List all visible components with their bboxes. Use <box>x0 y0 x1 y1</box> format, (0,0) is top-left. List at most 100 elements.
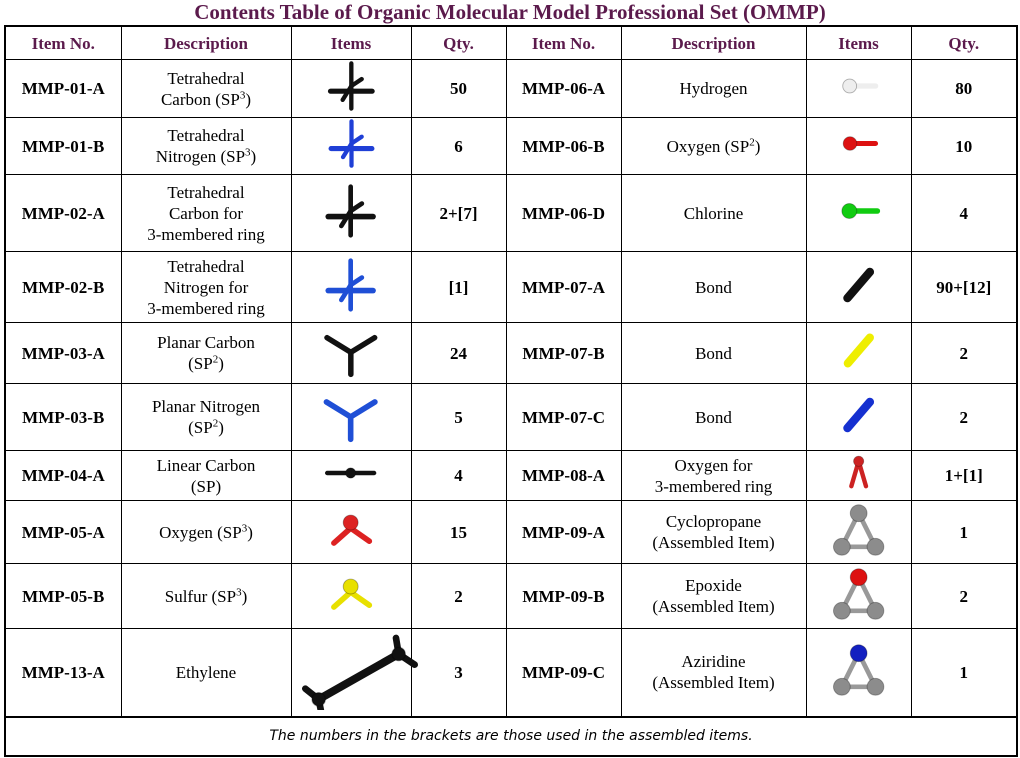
description: Tetrahedral Carbon for 3-membered ring <box>120 174 292 252</box>
icon-part <box>866 677 885 696</box>
item-image <box>805 59 912 118</box>
icon-part <box>314 649 403 704</box>
item-image <box>805 450 912 501</box>
description: Ethylene <box>120 628 292 717</box>
column-header: Qty. <box>910 25 1018 60</box>
description-text: ) <box>241 586 248 606</box>
model-icon <box>841 202 880 219</box>
table-row: MMP-05-A Oxygen (SP3) 15 MMP-09-A Cyclopropa… <box>4 500 1018 564</box>
description-line: Nitrogen for <box>163 277 249 297</box>
column-header: Items <box>805 25 912 60</box>
description-line: Carbon for <box>168 203 244 223</box>
description-text: (SP <box>188 418 213 437</box>
icon-part <box>843 333 874 368</box>
superscript: 3 <box>239 88 246 101</box>
description-line: (SP) <box>190 476 222 496</box>
description: Bond <box>620 383 807 451</box>
description-text: Sulfur (SP <box>164 586 237 606</box>
item-number: MMP-13-A <box>4 628 122 717</box>
item-number: MMP-07-B <box>505 322 622 384</box>
quantity: 2 <box>910 322 1018 384</box>
description-line: 3-membered ring <box>147 224 265 244</box>
icon-part <box>390 646 406 662</box>
icon-part <box>339 282 354 302</box>
footnote: The numbers in the brackets are those us… <box>4 715 1018 756</box>
item-number: MMP-03-A <box>4 322 122 384</box>
description: Tetrahedral Nitrogen (SP3) <box>120 117 292 175</box>
description: Chlorine <box>620 174 807 252</box>
description-text: ) <box>245 89 252 109</box>
description-text: ) <box>247 522 253 542</box>
description-line: Tetrahedral <box>167 126 245 145</box>
icon-part <box>849 644 868 662</box>
model-icon <box>848 455 869 489</box>
item-image <box>290 383 412 451</box>
table-row: MMP-05-B Sulfur (SP3) 2 MMP-09-B Epoxide (Ass… <box>4 563 1018 629</box>
quantity: 50 <box>410 59 507 118</box>
description: Aziridine (Assembled Item) <box>620 628 807 717</box>
superscript: 2 <box>212 353 219 366</box>
description: Epoxide (Assembled Item) <box>620 563 807 629</box>
description-line: Ethylene <box>175 662 237 682</box>
icon-part <box>832 601 851 620</box>
description-line: Sulfur (SP3) <box>122 586 291 607</box>
icon-part <box>343 578 359 594</box>
model-icon <box>301 634 418 716</box>
item-image <box>805 500 912 564</box>
item-image <box>805 117 912 175</box>
header-row: Item No. Description Items Qty. Item No. Desc… <box>4 25 1018 60</box>
quantity: 10 <box>910 117 1018 175</box>
quantity: 4 <box>410 450 507 501</box>
model-icon <box>843 333 874 368</box>
model-icon <box>843 267 874 302</box>
description-line: Oxygen for <box>674 455 753 475</box>
description-line: Cyclopropane <box>665 512 762 531</box>
table-row: MMP-02-B Tetrahedral Nitrogen for 3-membere… <box>4 251 1018 323</box>
quantity: 5 <box>410 383 507 451</box>
item-number: MMP-09-A <box>505 500 622 564</box>
contents-table: Item No. Description Items Qty. Item No. Desc… <box>4 25 1018 757</box>
column-header: Item No. <box>4 25 122 60</box>
model-icon <box>832 503 885 556</box>
icon-part <box>310 691 326 707</box>
description: Bond <box>620 322 807 384</box>
icon-part <box>331 524 354 546</box>
item-number: MMP-02-B <box>4 251 122 323</box>
description-line: 3-membered ring <box>654 476 773 496</box>
item-number: MMP-01-B <box>4 117 122 175</box>
icon-part <box>348 588 373 608</box>
icon-part <box>842 78 858 94</box>
description: Tetrahedral Nitrogen for 3-membered ring <box>120 251 292 323</box>
item-image <box>805 322 912 384</box>
quantity: 2 <box>910 383 1018 451</box>
model-icon <box>843 397 874 432</box>
footnote-row: The numbers in the brackets are those us… <box>4 715 1018 756</box>
description-line: Nitrogen (SP3) <box>122 146 291 167</box>
description-line: (SP2) <box>122 417 291 438</box>
item-image <box>805 383 912 451</box>
description-text: ) <box>218 354 224 373</box>
description-line: Hydrogen <box>679 79 748 98</box>
description: Tetrahedral Carbon (SP3) <box>120 59 292 118</box>
quantity: [1] <box>410 251 507 323</box>
description: Planar Carbon (SP2) <box>120 322 292 384</box>
item-number: MMP-07-C <box>505 383 622 451</box>
model-icon <box>325 467 377 479</box>
item-image <box>805 563 912 629</box>
item-number: MMP-09-B <box>505 563 622 629</box>
icon-part <box>842 136 858 151</box>
description: Planar Nitrogen (SP2) <box>120 383 292 451</box>
model-icon <box>325 257 377 312</box>
table-row: MMP-04-A Linear Carbon (SP) 4 MMP-08-A Oxygen… <box>4 450 1018 501</box>
icon-part <box>348 334 378 356</box>
item-number: MMP-06-A <box>505 59 622 118</box>
description-line: (SP2) <box>122 353 291 374</box>
icon-part <box>849 567 868 586</box>
quantity: 1 <box>910 628 1018 717</box>
model-icon <box>331 578 373 610</box>
description-text: (SP <box>188 354 213 373</box>
quantity: 4 <box>910 174 1018 252</box>
description-line: Tetrahedral <box>167 256 245 276</box>
table-row: MMP-01-B Tetrahedral Nitrogen (SP3) 6 MMP-06… <box>4 117 1018 175</box>
description-line: Planar Carbon <box>157 333 255 352</box>
